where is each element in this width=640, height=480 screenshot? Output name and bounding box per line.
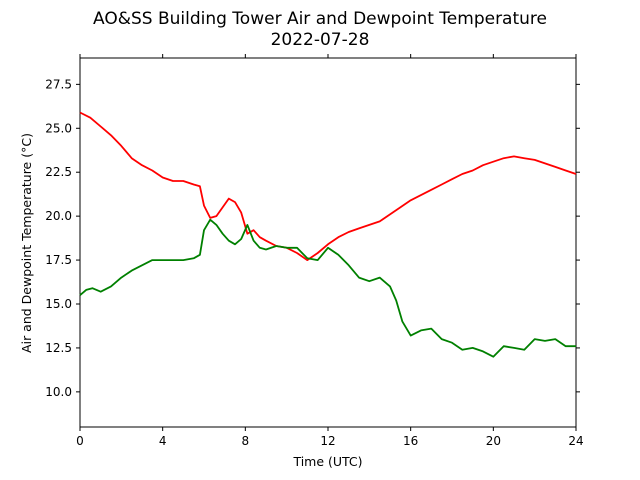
series-line-1 [79,218,576,358]
y-tick-label-4: 20.0 [45,209,72,223]
plot-area: 0 4 8 12 16 20 24 10.0 12.5 15.0 17.5 20.0 22.5 25.0… [45,54,584,448]
x-tick-label-0: 0 [76,434,84,448]
y-tick-label-2: 15.0 [45,297,72,311]
plot-frame [79,57,577,428]
x-tick-label-5: 20 [486,434,501,448]
series-line-0 [79,111,577,262]
y-tick-label-1: 12.5 [45,341,72,355]
y-tick-label-0: 10.0 [45,385,72,399]
y-tick-label-6: 25.0 [45,121,72,135]
x-tick-label-6: 24 [568,434,583,448]
x-tick-label-3: 12 [320,434,335,448]
x-axis-label: Time (UTC) [292,454,362,469]
y-tick-label-7: 27.5 [45,77,72,91]
x-tick-label-1: 4 [159,434,167,448]
y-tick-label-3: 17.5 [45,253,72,267]
y-tick-label-5: 22.5 [45,165,72,179]
series-layer [79,111,577,358]
y-ticks: 10.0 12.5 15.0 17.5 20.0 22.5 25.0 27.5 [45,77,580,399]
x-ticks: 0 4 8 12 16 20 24 [76,54,584,448]
chart-subtitle: 2022-07-28 [271,30,370,50]
x-tick-label-2: 8 [242,434,250,448]
chart-title: AO&SS Building Tower Air and Dewpoint Te… [93,9,547,29]
x-tick-label-4: 16 [403,434,418,448]
y-axis-label: Air and Dewpoint Temperature (°C) [19,133,34,353]
